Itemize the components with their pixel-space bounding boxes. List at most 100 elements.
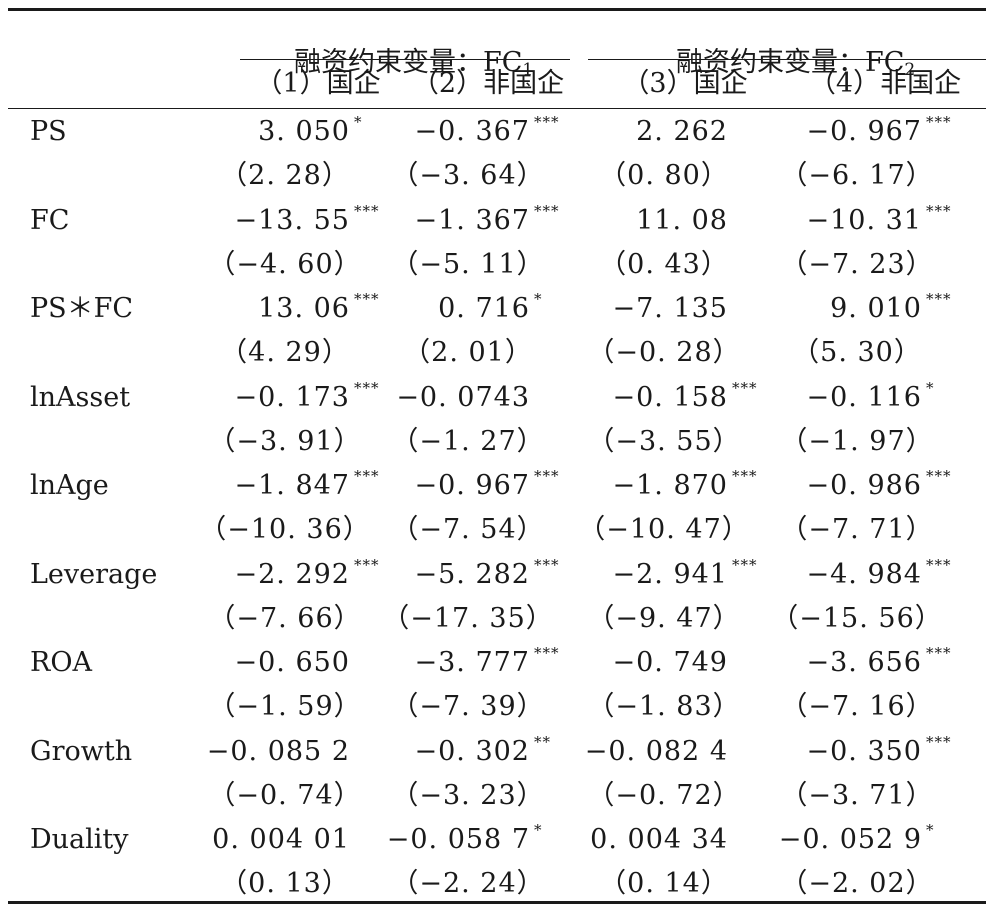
coefficient-value: −0. 082 4 bbox=[584, 735, 728, 767]
coefficient-value: 9. 010 bbox=[830, 293, 922, 324]
coefficient-value: 2. 262 bbox=[636, 116, 728, 147]
coefficient-value: −1. 847 bbox=[234, 470, 350, 501]
significance-stars: *** bbox=[926, 201, 952, 220]
t-statistic-cell: （−3. 91） bbox=[208, 425, 362, 457]
significance-stars: * bbox=[926, 821, 935, 839]
t-statistic-cell: （−0. 74） bbox=[208, 779, 362, 811]
t-statistic-cell: （−3. 71） bbox=[780, 779, 934, 811]
significance-stars: *** bbox=[926, 644, 952, 662]
t-statistic-cell: （−0. 28） bbox=[587, 337, 741, 368]
column-header-1: （1）国企 bbox=[255, 68, 381, 99]
group-header-fc2-text: 融资约束变量：FC bbox=[675, 47, 905, 78]
coefficient-value: −0. 367 bbox=[414, 116, 530, 147]
group-header-fc2-sub: 2 bbox=[904, 60, 916, 80]
coefficient-value: −7. 135 bbox=[612, 293, 728, 324]
significance-stars: * bbox=[534, 821, 543, 839]
row-label: PS bbox=[30, 116, 67, 147]
column-header-2: （2）非国企 bbox=[411, 68, 565, 99]
significance-stars: *** bbox=[926, 555, 952, 574]
coefficient-value: 3. 050 bbox=[258, 116, 350, 147]
t-statistic-cell: （−0. 72） bbox=[587, 779, 741, 811]
t-statistic-cell: （4. 29） bbox=[220, 337, 350, 368]
coefficient-value: 0. 004 01 bbox=[212, 824, 350, 855]
coefficient-value: −1. 367 bbox=[414, 204, 530, 236]
t-statistic-cell: （−10. 36） bbox=[199, 514, 371, 545]
row-label: Duality bbox=[30, 824, 129, 855]
t-statistic-cell: （−3. 64） bbox=[391, 160, 545, 191]
coefficient-value: 0. 716 bbox=[438, 293, 530, 324]
row-label: lnAge bbox=[30, 470, 109, 501]
significance-stars: *** bbox=[354, 290, 380, 308]
significance-stars: *** bbox=[354, 378, 380, 397]
group2-rule bbox=[588, 59, 986, 60]
coefficient-value: −0. 085 2 bbox=[206, 735, 350, 767]
significance-stars: ** bbox=[534, 732, 551, 751]
significance-stars: * bbox=[534, 290, 543, 308]
significance-stars: *** bbox=[732, 378, 758, 397]
coefficient-value: −0. 967 bbox=[806, 116, 922, 147]
t-statistic-cell: （−1. 27） bbox=[391, 425, 545, 457]
t-statistic-cell: （2. 28） bbox=[220, 160, 350, 191]
group-header-fc1-sub: 1 bbox=[522, 60, 534, 80]
coefficient-value: −0. 173 bbox=[234, 381, 350, 413]
significance-stars: *** bbox=[354, 467, 380, 485]
group-header-fc1: 融资约束变量：FC1 bbox=[277, 22, 533, 79]
row-label: PS＊FC bbox=[30, 293, 134, 324]
t-statistic-cell: （0. 80） bbox=[599, 160, 729, 191]
coefficient-value: −0. 052 9 bbox=[778, 824, 922, 855]
coefficient-value: 13. 06 bbox=[258, 293, 350, 324]
coefficient-value: −0. 350 bbox=[806, 735, 922, 767]
coefficient-value: −0. 302 bbox=[414, 735, 530, 767]
t-statistic-cell: （−1. 83） bbox=[587, 691, 741, 722]
coefficient-value: −0. 116 bbox=[806, 381, 922, 413]
significance-stars: *** bbox=[926, 113, 952, 131]
significance-stars: *** bbox=[732, 555, 758, 574]
t-statistic-cell: （−7. 71） bbox=[780, 514, 934, 545]
row-label: ROA bbox=[30, 647, 92, 678]
significance-stars: *** bbox=[926, 290, 952, 308]
t-statistic-cell: （−17. 35） bbox=[382, 602, 554, 634]
header-rule bbox=[8, 108, 986, 109]
t-statistic-cell: （−3. 23） bbox=[391, 779, 545, 811]
significance-stars: *** bbox=[926, 467, 952, 485]
row-label: FC bbox=[30, 204, 70, 236]
t-statistic-cell: （2. 01） bbox=[403, 337, 533, 368]
coefficient-value: −2. 292 bbox=[234, 558, 350, 590]
t-statistic-cell: （−5. 11） bbox=[391, 248, 545, 280]
significance-stars: * bbox=[926, 378, 935, 397]
t-statistic-cell: （−7. 16） bbox=[780, 691, 934, 722]
t-statistic-cell: （−2. 02） bbox=[780, 868, 934, 899]
t-statistic-cell: （0. 14） bbox=[599, 868, 729, 899]
coefficient-value: −13. 55 bbox=[234, 204, 350, 236]
coefficient-value: 0. 004 34 bbox=[590, 824, 728, 855]
t-statistic-cell: （−7. 23） bbox=[780, 248, 934, 280]
t-statistic-cell: （−4. 60） bbox=[208, 248, 362, 280]
group-header-fc1-text: 融资约束变量：FC bbox=[293, 47, 523, 78]
t-statistic-cell: （−6. 17） bbox=[780, 160, 934, 191]
t-statistic-cell: （−3. 55） bbox=[587, 425, 741, 457]
t-statistic-cell: （−9. 47） bbox=[587, 602, 741, 634]
t-statistic-cell: （−1. 97） bbox=[780, 425, 934, 457]
significance-stars: *** bbox=[534, 644, 560, 662]
t-statistic-cell: （−7. 39） bbox=[391, 691, 545, 722]
row-label: lnAsset bbox=[30, 381, 131, 413]
significance-stars: *** bbox=[732, 467, 758, 485]
coefficient-value: −0. 158 bbox=[612, 381, 728, 413]
coefficient-value: −5. 282 bbox=[414, 558, 530, 590]
coefficient-value: −0. 058 7 bbox=[386, 824, 530, 855]
coefficient-value: −1. 870 bbox=[612, 470, 728, 501]
significance-stars: *** bbox=[534, 555, 560, 574]
coefficient-value: 11. 08 bbox=[636, 204, 728, 236]
row-label: Leverage bbox=[30, 558, 158, 590]
t-statistic-cell: （−10. 47） bbox=[578, 514, 750, 545]
significance-stars: *** bbox=[534, 467, 560, 485]
coefficient-value: −4. 984 bbox=[806, 558, 922, 590]
group-header-fc2: 融资约束变量：FC2 bbox=[659, 22, 915, 79]
t-statistic-cell: （0. 43） bbox=[599, 248, 729, 280]
significance-stars: *** bbox=[354, 555, 380, 574]
coefficient-value: −0. 650 bbox=[234, 647, 350, 678]
t-statistic-cell: （−15. 56） bbox=[771, 602, 943, 634]
significance-stars: *** bbox=[534, 201, 560, 220]
coefficient-value: −0. 967 bbox=[414, 470, 530, 501]
column-header-3: （3）国企 bbox=[622, 68, 748, 99]
